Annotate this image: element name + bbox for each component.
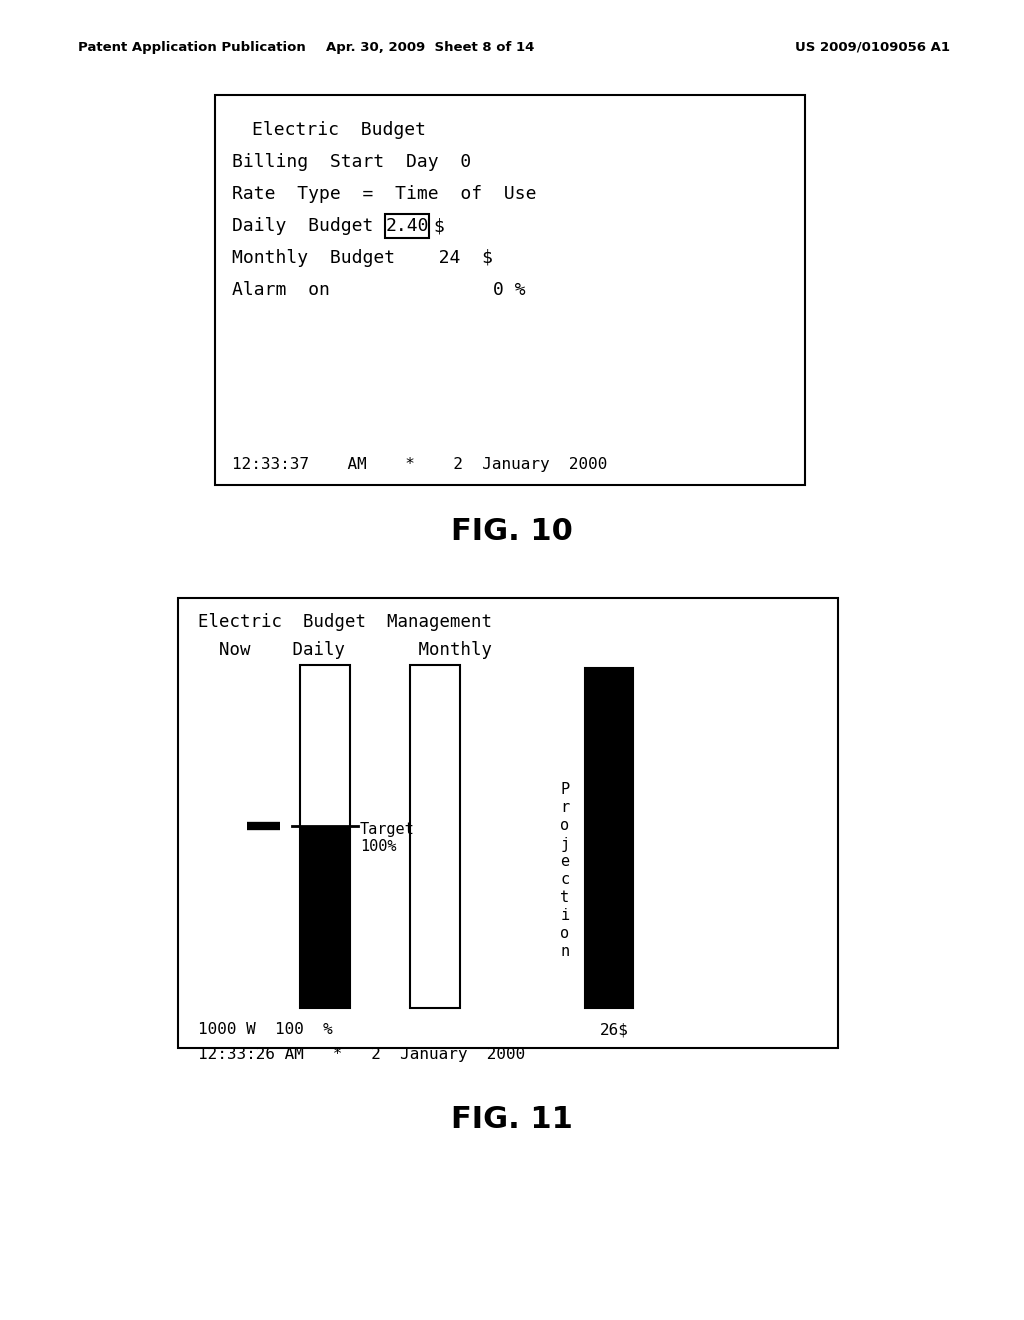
Text: o: o xyxy=(560,818,569,833)
Text: 26$: 26$ xyxy=(600,1023,629,1038)
Text: 12:33:26 AM   *   2  January  2000: 12:33:26 AM * 2 January 2000 xyxy=(198,1048,525,1063)
Text: Apr. 30, 2009  Sheet 8 of 14: Apr. 30, 2009 Sheet 8 of 14 xyxy=(326,41,535,54)
Text: Rate  Type  =  Time  of  Use: Rate Type = Time of Use xyxy=(232,185,537,203)
Text: 2.40: 2.40 xyxy=(385,216,429,235)
Text: Electric  Budget  Management: Electric Budget Management xyxy=(198,612,492,631)
Text: FIG. 11: FIG. 11 xyxy=(451,1106,573,1134)
Text: US 2009/0109056 A1: US 2009/0109056 A1 xyxy=(795,41,950,54)
Bar xyxy=(585,668,633,1008)
Text: 1000 W  100  %: 1000 W 100 % xyxy=(198,1023,333,1038)
Text: t: t xyxy=(560,891,569,906)
Text: Now    Daily       Monthly: Now Daily Monthly xyxy=(198,642,492,659)
Bar xyxy=(410,665,460,1008)
Text: Daily  Budget: Daily Budget xyxy=(232,216,374,235)
Text: Monthly  Budget    24  $: Monthly Budget 24 $ xyxy=(232,249,493,267)
Text: n: n xyxy=(560,945,569,960)
Bar xyxy=(300,826,350,1008)
Text: Patent Application Publication: Patent Application Publication xyxy=(78,41,306,54)
Text: $: $ xyxy=(433,216,443,235)
Text: o: o xyxy=(560,927,569,941)
Text: i: i xyxy=(560,908,569,924)
Bar xyxy=(300,665,350,1008)
Text: r: r xyxy=(560,800,569,816)
Text: Alarm  on               0 %: Alarm on 0 % xyxy=(232,281,525,300)
Text: Target
100%: Target 100% xyxy=(360,822,415,854)
Text: j: j xyxy=(560,837,569,851)
Text: Electric  Budget: Electric Budget xyxy=(252,121,426,139)
Text: Billing  Start  Day  0: Billing Start Day 0 xyxy=(232,153,471,172)
Text: 12:33:37    AM    *    2  January  2000: 12:33:37 AM * 2 January 2000 xyxy=(232,457,607,471)
Bar xyxy=(178,598,838,1048)
Text: c: c xyxy=(560,873,569,887)
Text: e: e xyxy=(560,854,569,870)
Bar xyxy=(215,95,805,484)
Text: P: P xyxy=(560,783,569,797)
Bar xyxy=(385,214,429,238)
Text: FIG. 10: FIG. 10 xyxy=(451,517,573,546)
